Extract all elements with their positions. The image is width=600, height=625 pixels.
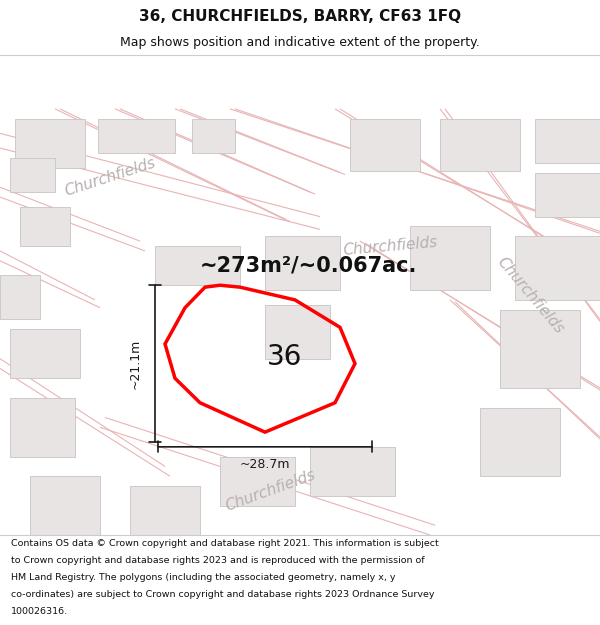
Text: ~28.7m: ~28.7m — [240, 458, 290, 471]
Polygon shape — [20, 207, 70, 246]
Text: ~21.1m: ~21.1m — [128, 339, 142, 389]
Polygon shape — [535, 119, 600, 162]
Polygon shape — [220, 457, 295, 506]
Text: Churchfields: Churchfields — [342, 234, 438, 258]
Text: ~273m²/~0.067ac.: ~273m²/~0.067ac. — [200, 256, 418, 276]
Polygon shape — [440, 119, 520, 171]
Polygon shape — [515, 236, 600, 300]
Polygon shape — [10, 158, 55, 192]
Polygon shape — [98, 119, 175, 153]
Text: to Crown copyright and database rights 2023 and is reproduced with the permissio: to Crown copyright and database rights 2… — [11, 556, 424, 565]
Polygon shape — [15, 119, 85, 168]
Polygon shape — [535, 173, 600, 217]
Polygon shape — [265, 305, 330, 359]
Text: Churchfields: Churchfields — [223, 468, 317, 514]
Polygon shape — [480, 408, 560, 476]
Polygon shape — [500, 310, 580, 388]
Polygon shape — [350, 119, 420, 171]
Polygon shape — [410, 226, 490, 290]
Polygon shape — [130, 486, 200, 535]
Text: HM Land Registry. The polygons (including the associated geometry, namely x, y: HM Land Registry. The polygons (includin… — [11, 572, 395, 582]
Polygon shape — [192, 119, 235, 153]
Text: Churchfields: Churchfields — [62, 156, 157, 199]
Polygon shape — [155, 246, 240, 285]
Polygon shape — [0, 276, 40, 319]
Polygon shape — [310, 447, 395, 496]
Polygon shape — [265, 236, 340, 290]
Text: Churchfields: Churchfields — [494, 254, 566, 336]
Text: Map shows position and indicative extent of the property.: Map shows position and indicative extent… — [120, 36, 480, 49]
Polygon shape — [10, 329, 80, 378]
Text: co-ordinates) are subject to Crown copyright and database rights 2023 Ordnance S: co-ordinates) are subject to Crown copyr… — [11, 590, 434, 599]
Text: 36: 36 — [268, 342, 302, 371]
Polygon shape — [30, 476, 100, 535]
Polygon shape — [10, 398, 75, 457]
Text: Contains OS data © Crown copyright and database right 2021. This information is : Contains OS data © Crown copyright and d… — [11, 539, 439, 548]
Text: 36, CHURCHFIELDS, BARRY, CF63 1FQ: 36, CHURCHFIELDS, BARRY, CF63 1FQ — [139, 9, 461, 24]
Text: 100026316.: 100026316. — [11, 607, 68, 616]
